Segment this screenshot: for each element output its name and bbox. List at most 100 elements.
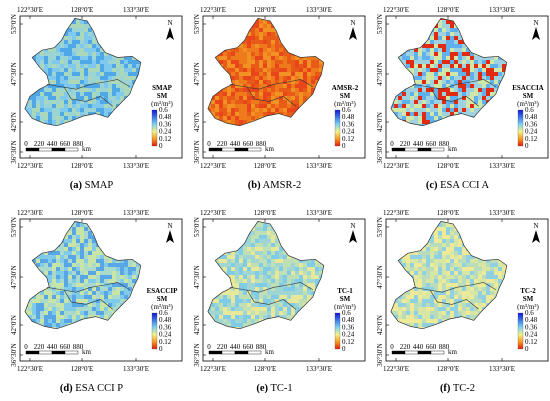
north-arrow-label: N [167, 19, 172, 27]
panel-title: ESA CCI A [437, 180, 490, 191]
legend-title: ESACCIA [512, 84, 544, 92]
lon-label-bottom: 122°30′E [200, 162, 226, 170]
scale-tick: 660 [60, 343, 71, 351]
scale-tick: 0 [390, 140, 394, 148]
panel-title: AMSR-2 [260, 180, 302, 191]
scale-tick: 0 [207, 140, 211, 148]
scale-tick: 660 [60, 140, 71, 148]
legend-tick: 0.48 [159, 113, 172, 121]
legend-tick: 0.48 [159, 316, 172, 324]
lat-label: 36°30′N [193, 343, 201, 366]
scale-bar-segment [208, 350, 223, 355]
lon-label-bottom: 133°30′E [123, 365, 149, 373]
province-boundary [46, 282, 130, 293]
lon-label-bottom: 122°30′E [17, 365, 43, 373]
legend-tick: 0.48 [525, 316, 538, 324]
lat-label: 42°0′N [376, 112, 384, 132]
lon-label-bottom: 133°30′E [306, 162, 332, 170]
north-arrow-icon [532, 27, 540, 40]
panel-title: ESA CCI P [72, 383, 124, 394]
scale-tick: 880 [439, 343, 450, 351]
soil-moisture-map: 122°30′E 128°0′E 133°30′E 122°30′E 128°0′E 13… [10, 6, 183, 170]
legend-title: ESACCIP [147, 287, 178, 295]
scale-unit: km [448, 145, 458, 153]
scale-tick: 880 [73, 343, 84, 351]
legend-tick: 0.6 [525, 106, 534, 114]
scale-tick: 220 [217, 343, 228, 351]
north-arrow-label: N [350, 222, 355, 230]
map-panel: 122°30′E 128°0′E 133°30′E 122°30′E 128°0′E 13… [366, 203, 549, 381]
province-boundary [429, 86, 479, 107]
legend-tick: 0.36 [525, 323, 538, 331]
lat-label: 42°0′N [10, 112, 18, 132]
legend-tick: 0.12 [159, 338, 172, 346]
lat-label: 47°30′N [10, 62, 18, 85]
scale-unit: km [265, 348, 275, 356]
legend-unit: (m³/m³) [151, 303, 173, 311]
scale-unit: km [265, 145, 275, 153]
lon-label-top: 133°30′E [123, 6, 149, 14]
scale-tick: 220 [400, 140, 411, 148]
lat-label: 47°30′N [10, 265, 18, 288]
scale-tick: 440 [230, 140, 241, 148]
legend-colorbar [151, 312, 158, 350]
map-panel: 122°30′E 128°0′E 133°30′E 122°30′E 128°0′E 13… [366, 0, 549, 178]
legend-tick: 0 [525, 345, 529, 353]
lon-label-bottom: 122°30′E [383, 365, 409, 373]
map-frame [385, 218, 549, 362]
legend-title: SM [523, 295, 534, 303]
lat-label: 42°0′N [193, 112, 201, 132]
north-arrow-icon [349, 230, 357, 243]
lat-label: 47°30′N [193, 62, 201, 85]
panel-letter: (e) [256, 383, 269, 394]
scale-bar-segment [247, 350, 262, 355]
north-arrow-icon [166, 27, 174, 40]
panel-title: TC-2 [450, 383, 476, 394]
scale-tick: 440 [47, 140, 58, 148]
north-arrow-label: N [533, 19, 538, 27]
legend-tick: 0.36 [525, 120, 538, 128]
legend-tick: 0.6 [342, 106, 351, 114]
lat-label: 36°30′N [10, 343, 18, 366]
soil-moisture-map: 122°30′E 128°0′E 133°30′E 122°30′E 128°0′E 13… [10, 209, 183, 373]
lat-label: 36°30′N [376, 140, 384, 163]
scale-tick: 660 [426, 343, 437, 351]
soil-moisture-map: 122°30′E 128°0′E 133°30′E 122°30′E 128°0′E 13… [376, 209, 549, 373]
scale-bar-segment [391, 147, 406, 152]
scale-bar-segment [430, 147, 445, 152]
legend-unit: (m³/m³) [151, 100, 173, 108]
scale-bar-segment [25, 147, 40, 152]
legend-tick: 0.6 [525, 309, 534, 317]
legend-tick: 0.24 [342, 128, 355, 136]
lat-label: 53°0′N [10, 14, 18, 34]
lat-label: 36°30′N [10, 140, 18, 163]
legend-tick: 0.48 [525, 113, 538, 121]
legend-tick: 0.12 [342, 135, 355, 143]
lat-label: 53°0′N [376, 217, 384, 237]
lat-label: 36°30′N [376, 343, 384, 366]
legend-tick: 0.36 [342, 120, 355, 128]
lon-label-top: 128°0′E [254, 6, 277, 14]
scale-tick: 880 [73, 140, 84, 148]
legend-tick: 0.24 [159, 331, 172, 339]
panel-caption: (f) TC-2 [366, 383, 549, 394]
north-arrow-label: N [533, 222, 538, 230]
province-boundary [246, 86, 296, 107]
lon-label-bottom: 133°30′E [489, 365, 515, 373]
legend-tick: 0.24 [342, 331, 355, 339]
map-panel: 122°30′E 128°0′E 133°30′E 122°30′E 128°0′E 13… [0, 0, 183, 178]
legend-tick: 0.24 [159, 128, 172, 136]
lon-label-bottom: 128°0′E [254, 162, 277, 170]
scale-bar-segment [404, 147, 419, 152]
panel-caption: (a) SMAP [0, 180, 183, 191]
scale-bar-segment [234, 350, 249, 355]
lon-label-bottom: 128°0′E [71, 162, 94, 170]
legend-unit: (m³/m³) [334, 303, 356, 311]
panel-title: SMAP [82, 180, 114, 191]
north-arrow-icon [532, 230, 540, 243]
scale-unit: km [82, 348, 92, 356]
scale-bar-segment [25, 350, 40, 355]
scale-tick: 440 [413, 343, 424, 351]
lon-label-top: 128°0′E [254, 209, 277, 217]
scale-tick: 440 [47, 343, 58, 351]
